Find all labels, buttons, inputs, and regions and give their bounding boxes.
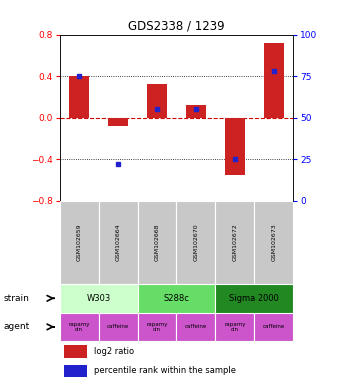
Bar <box>254 313 293 341</box>
Bar <box>186 105 206 118</box>
Text: rapamy
cin: rapamy cin <box>224 322 246 332</box>
Text: GSM102673: GSM102673 <box>271 223 276 262</box>
Text: GSM102670: GSM102670 <box>193 223 198 261</box>
Text: GSM102672: GSM102672 <box>232 223 237 262</box>
Bar <box>264 43 283 118</box>
Bar <box>99 313 137 341</box>
Bar <box>64 345 88 358</box>
Title: GDS2338 / 1239: GDS2338 / 1239 <box>128 19 225 32</box>
Text: GSM102664: GSM102664 <box>116 223 121 261</box>
Text: GSM102659: GSM102659 <box>77 223 81 261</box>
Bar <box>216 313 254 341</box>
Bar <box>60 284 137 313</box>
Bar <box>177 313 216 341</box>
Text: GSM102668: GSM102668 <box>154 224 160 261</box>
Bar <box>64 364 88 377</box>
Bar <box>216 201 254 284</box>
Bar <box>254 201 293 284</box>
Text: percentile rank within the sample: percentile rank within the sample <box>94 366 236 375</box>
Bar <box>225 118 244 175</box>
Text: caffeine: caffeine <box>263 324 285 329</box>
Bar <box>137 201 177 284</box>
Text: strain: strain <box>3 294 29 303</box>
Bar <box>60 201 99 284</box>
Bar <box>216 284 293 313</box>
Bar <box>70 76 89 118</box>
Text: S288c: S288c <box>164 294 189 303</box>
Text: W303: W303 <box>87 294 111 303</box>
Bar <box>137 284 216 313</box>
Bar <box>147 84 167 118</box>
Text: log2 ratio: log2 ratio <box>94 347 135 356</box>
Text: caffeine: caffeine <box>107 324 129 329</box>
Bar <box>99 201 137 284</box>
Bar <box>60 313 99 341</box>
Text: rapamy
cin: rapamy cin <box>146 322 168 332</box>
Text: caffeine: caffeine <box>185 324 207 329</box>
Bar <box>137 313 177 341</box>
Text: agent: agent <box>3 323 30 331</box>
Text: rapamy
cin: rapamy cin <box>69 322 90 332</box>
Bar <box>177 201 216 284</box>
Bar <box>108 118 128 126</box>
Text: Sigma 2000: Sigma 2000 <box>229 294 279 303</box>
